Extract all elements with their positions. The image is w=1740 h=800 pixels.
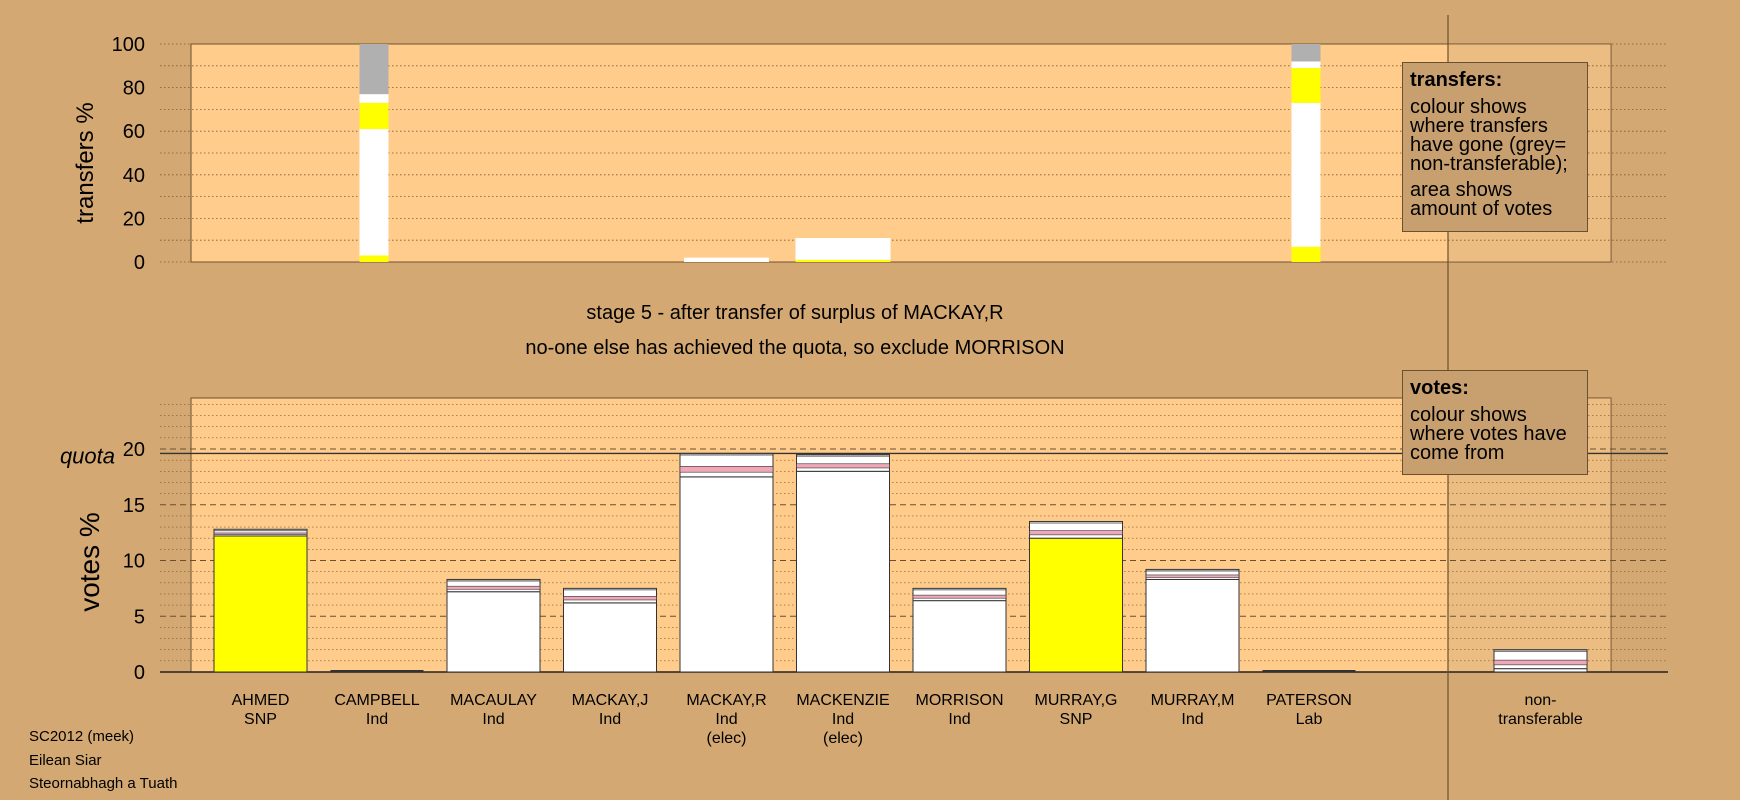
transfer-segment (359, 255, 389, 262)
candidate-label: Ind (599, 711, 621, 728)
candidate-label: MURRAY,M (1151, 692, 1235, 709)
candidate-label: (elec) (823, 730, 863, 747)
footer-election: SC2012 (meek) (29, 728, 135, 745)
footer-council: Eilean Siar (29, 752, 102, 769)
candidate-label: SNP (244, 711, 277, 728)
vote-bar-base (1029, 537, 1123, 673)
vote-bar-stripe (912, 594, 1007, 599)
transfers-legend: transfers: colour shows where transfers … (1402, 62, 1588, 232)
transfer-segment (1291, 44, 1321, 62)
votes-bars (213, 452, 1588, 673)
transfer-segment (795, 259, 891, 262)
votes-legend-heading: votes: (1410, 377, 1469, 399)
transfers-tick-label: 100 (112, 34, 145, 56)
exclusion-caption: no-one else has achieved the quota, so e… (525, 337, 1065, 359)
vote-bar-stripe (446, 585, 541, 590)
axis-labels: 0 20 40 60 80 100 0 5 10 15 20 quota transfers % vote… (60, 34, 1583, 747)
transfers-tick-label: 40 (123, 165, 145, 187)
candidate-label: PATERSON (1266, 692, 1352, 709)
candidate-label: Ind (948, 711, 970, 728)
transfer-segment (1291, 102, 1321, 247)
transfers-axis-title: transfers % (72, 102, 99, 223)
vote-bar-stripe (213, 532, 308, 535)
vote-bar-base (1493, 668, 1588, 673)
vote-bar-stripe (796, 463, 890, 469)
vote-bar-stripe (1145, 574, 1240, 578)
transfer-segment (1291, 67, 1321, 103)
transfers-tick-label: 80 (123, 78, 145, 100)
candidate-label: AHMED (232, 692, 290, 709)
votes-legend: votes: colour shows where votes have com… (1402, 370, 1588, 475)
vote-bar-stripe (563, 596, 657, 601)
transfer-segment (359, 102, 389, 130)
vote-bar-base (796, 470, 890, 673)
vote-bar-base (912, 600, 1007, 673)
transfer-segment (1291, 246, 1321, 262)
vote-bar-transfers (679, 452, 774, 478)
transfers-tick-label: 0 (134, 252, 145, 274)
votes-tick-label: 5 (134, 606, 145, 628)
candidate-label: SNP (1060, 711, 1093, 728)
transfers-legend-area-text: area shows amount of votes (1410, 179, 1553, 220)
transfer-segment (795, 238, 891, 260)
vote-bar-base (446, 591, 541, 673)
stage-caption: stage 5 - after transfer of surplus of M… (586, 302, 1004, 324)
candidate-label: (elec) (706, 730, 746, 747)
vote-bar-stripe (679, 466, 774, 473)
vote-bar-transfers (213, 528, 308, 537)
votes-panel (190, 397, 1612, 673)
candidate-label: Ind (366, 711, 388, 728)
votes-tick-label: 20 (123, 439, 145, 461)
transfers-legend-heading: transfers: (1410, 69, 1503, 91)
candidate-label: Ind (715, 711, 737, 728)
quota-label: quota (60, 443, 115, 468)
vote-bar-base (563, 602, 657, 673)
transfers-legend-colour-text: colour shows where transfers have gone (… (1410, 96, 1568, 175)
candidate-label: CAMPBELL (334, 692, 419, 709)
vote-bar-stripe (1493, 659, 1588, 666)
transfers-bars (359, 44, 1321, 262)
candidate-label: Lab (1296, 711, 1323, 728)
vote-bar-transfers (1145, 568, 1240, 580)
vote-bar-stripe (1029, 530, 1123, 536)
vote-bar-transfers (1493, 649, 1588, 670)
votes-legend-colour-text: colour shows where votes have come from (1410, 404, 1567, 464)
vote-bar-base (213, 535, 308, 673)
vote-bar-transfers (563, 587, 657, 604)
candidate-label: Ind (832, 711, 854, 728)
candidate-label: MORRISON (916, 692, 1004, 709)
nontransferable-label: transferable (1498, 711, 1583, 728)
votes-tick-label: 0 (134, 662, 145, 684)
transfer-segment (684, 257, 769, 262)
transfer-segment (1291, 61, 1321, 68)
vote-bar-transfers (1029, 520, 1123, 539)
transfer-segment (359, 129, 389, 256)
candidate-label: MACKAY,R (686, 692, 766, 709)
transfer-segment (359, 94, 389, 103)
vote-bar-base (679, 476, 774, 673)
vote-bar-transfers (796, 454, 890, 472)
candidate-label: Ind (482, 711, 504, 728)
candidate-label: MACAULAY (450, 692, 537, 709)
transfer-segment (359, 44, 389, 95)
nontransferable-label: non- (1524, 692, 1556, 709)
transfers-tick-label: 60 (123, 121, 145, 143)
votes-tick-label: 10 (123, 551, 145, 573)
footer-ward: Steornabhagh a Tuath (29, 775, 178, 792)
candidate-label: MACKAY,J (572, 692, 649, 709)
votes-axis-title: votes % (74, 512, 105, 612)
transfers-tick-label: 20 (123, 208, 145, 230)
candidate-label: Ind (1181, 711, 1203, 728)
votes-tick-label: 15 (123, 495, 145, 517)
candidate-label: MURRAY,G (1035, 692, 1118, 709)
candidate-label: MACKENZIE (796, 692, 889, 709)
vote-bar-base (1145, 578, 1240, 673)
